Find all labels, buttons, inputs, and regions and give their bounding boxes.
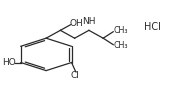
Text: NH: NH bbox=[82, 17, 95, 26]
Text: CH₃: CH₃ bbox=[113, 41, 128, 50]
Text: Cl: Cl bbox=[70, 71, 79, 80]
Text: OH: OH bbox=[69, 19, 83, 28]
Text: HCl: HCl bbox=[144, 22, 161, 32]
Text: HO: HO bbox=[2, 58, 16, 67]
Text: CH₃: CH₃ bbox=[113, 27, 128, 35]
